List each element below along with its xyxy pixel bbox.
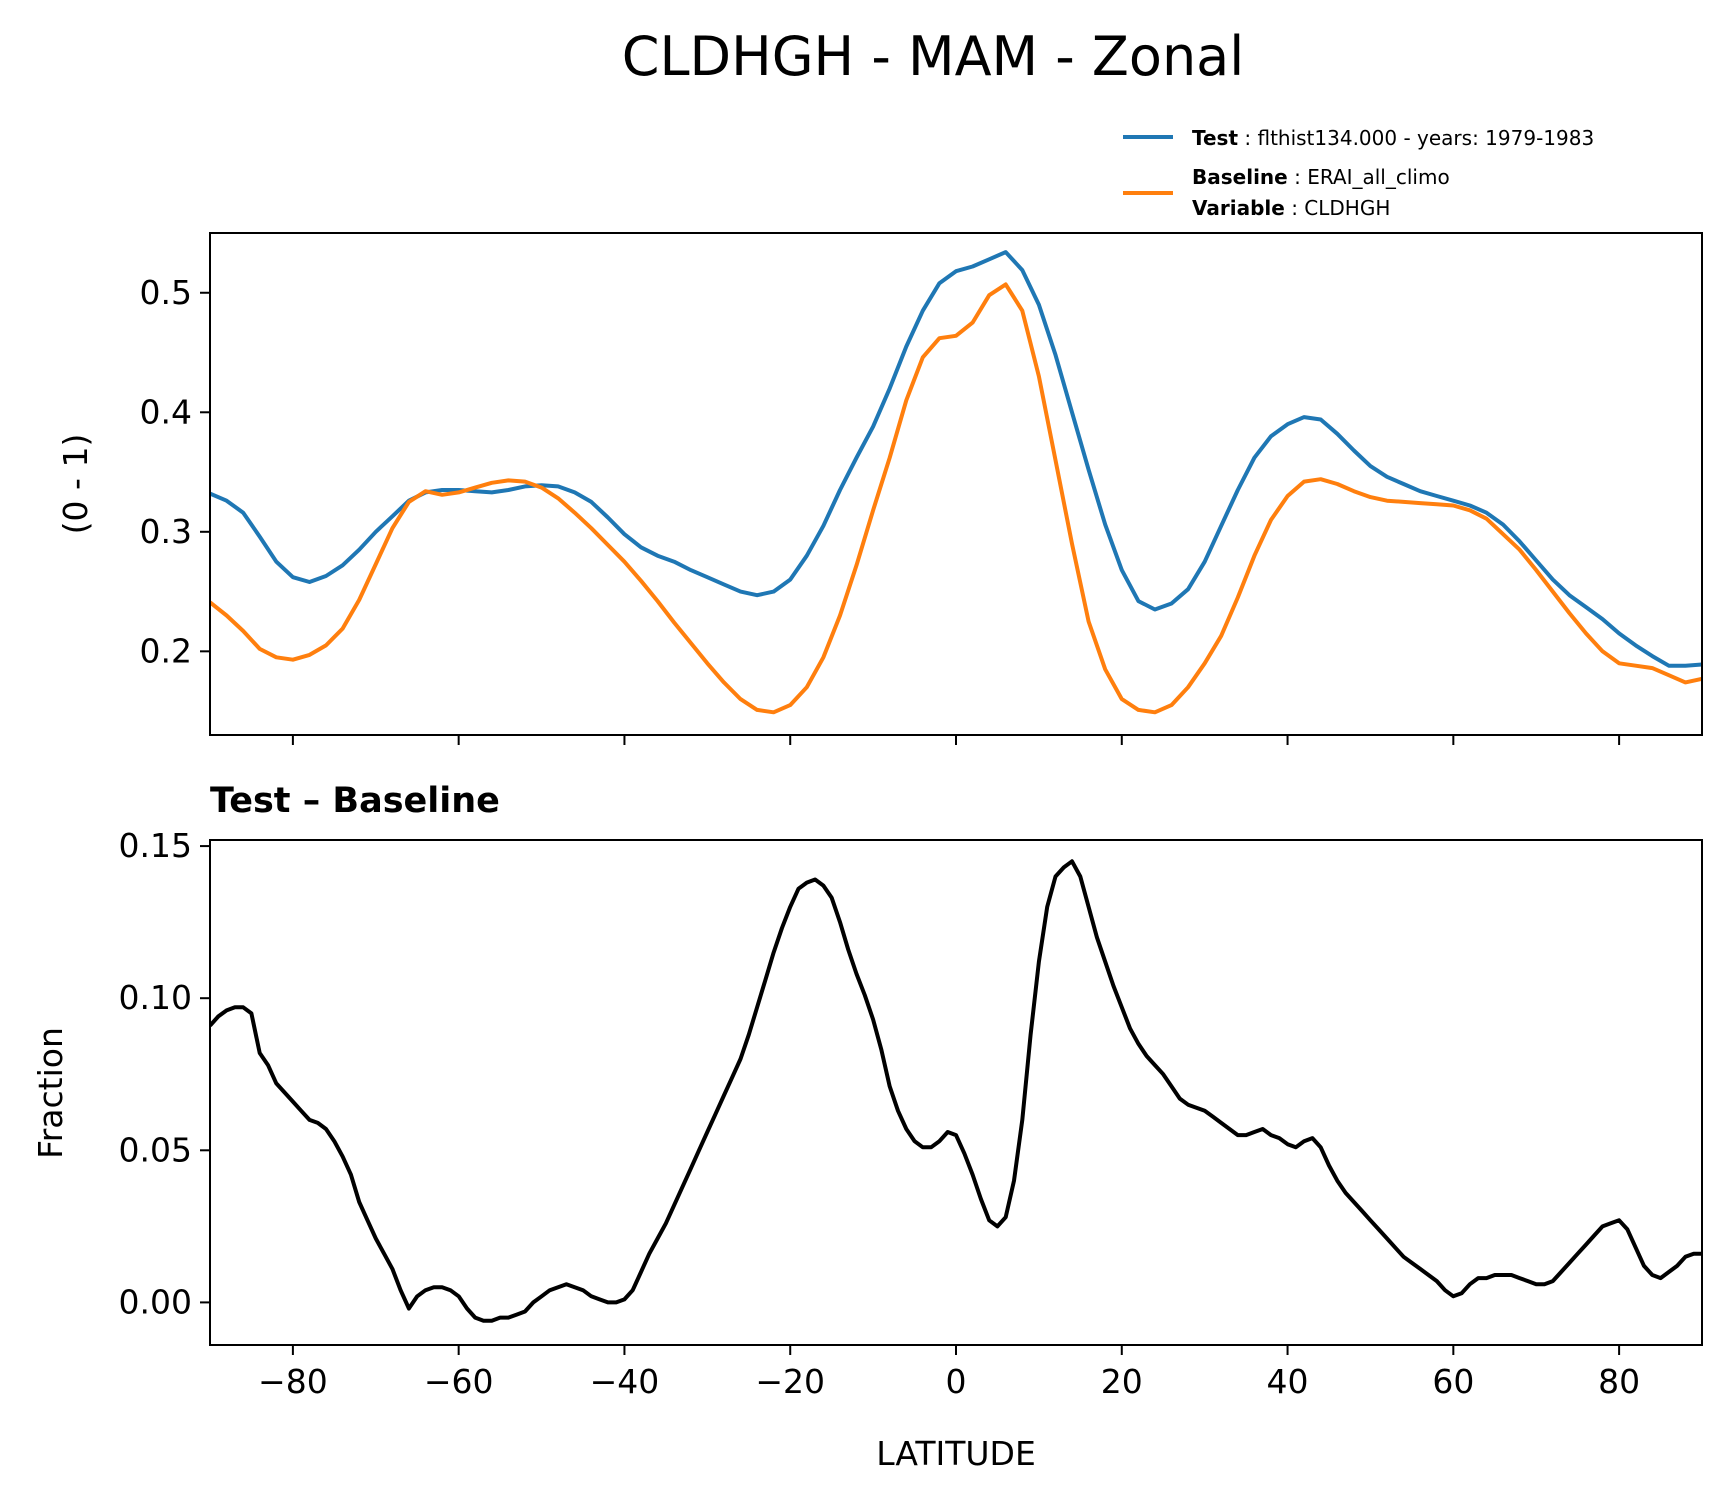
top-panel: 0.2 0.3 0.4 0.5 (0 - 1) — [56, 232, 1703, 745]
baseline-series-line — [210, 282, 1702, 715]
legend-test-value: flthist134.000 - years: 1979-1983 — [1257, 126, 1594, 150]
bottom-y-tick-label: 0.10 — [119, 978, 192, 1017]
bottom-x-tick-label: 60 — [1432, 1362, 1474, 1401]
legend: Test : flthist134.000 - years: 1979-1983… — [1123, 126, 1594, 220]
legend-variable-value: CLDHGH — [1304, 196, 1390, 220]
bottom-panel-y-ticks: 0.00 0.05 0.10 0.15 — [119, 826, 210, 1321]
legend-test-key: Test — [1192, 126, 1238, 150]
top-panel-y-axis-label: (0 - 1) — [56, 434, 95, 535]
bottom-x-tick-label: 0 — [946, 1362, 967, 1401]
bottom-y-tick-label: 0.05 — [119, 1130, 192, 1169]
bottom-x-tick-label: −40 — [590, 1362, 660, 1401]
test-series-line — [210, 250, 1702, 668]
bottom-x-tick-label: 40 — [1267, 1362, 1309, 1401]
bottom-x-tick-label: 20 — [1101, 1362, 1143, 1401]
bottom-panel-title: Test – Baseline — [210, 781, 500, 821]
top-y-tick-label: 0.3 — [140, 512, 192, 551]
bottom-panel-x-ticks: −80 −60 −40 −20 0 20 40 60 80 — [258, 1345, 1640, 1401]
bottom-y-tick-label: 0.00 — [119, 1282, 192, 1321]
legend-baseline-value: ERAI_all_climo — [1307, 165, 1450, 189]
bottom-panel-x-axis-label: LATITUDE — [876, 1434, 1036, 1473]
bottom-panel-series — [210, 859, 1702, 1323]
legend-variable-key: Variable — [1192, 196, 1285, 220]
top-y-tick-label: 0.4 — [140, 392, 192, 431]
legend-test-entry: Test : flthist134.000 - years: 1979-1983 — [1192, 126, 1594, 150]
figure-title: CLDHGH - MAM - Zonal — [622, 25, 1245, 88]
top-panel-series — [210, 250, 1702, 715]
top-y-tick-label: 0.5 — [140, 273, 192, 312]
legend-baseline-entry: Baseline : ERAI_all_climo — [1192, 165, 1450, 189]
difference-series-line — [210, 859, 1702, 1323]
top-panel-y-ticks: 0.2 0.3 0.4 0.5 — [140, 273, 210, 670]
bottom-panel: Test – Baseline 0.000.050.100.15 −80 −60−… — [31, 781, 1703, 1473]
bottom-x-tick-label: −20 — [755, 1362, 825, 1401]
top-y-tick-label: 0.2 — [140, 631, 192, 670]
bottom-y-tick-label: 0.15 — [119, 826, 192, 865]
top-panel-x-ticks — [291, 735, 1621, 745]
legend-baseline-key: Baseline — [1192, 165, 1288, 189]
bottom-x-tick-label: −80 — [258, 1362, 328, 1401]
bottom-panel-y-axis-label: Fraction — [31, 1027, 70, 1159]
legend-variable-entry: Variable : CLDHGH — [1192, 196, 1390, 220]
bottom-x-tick-label: −60 — [424, 1362, 494, 1401]
bottom-x-tick-label: 80 — [1598, 1362, 1640, 1401]
